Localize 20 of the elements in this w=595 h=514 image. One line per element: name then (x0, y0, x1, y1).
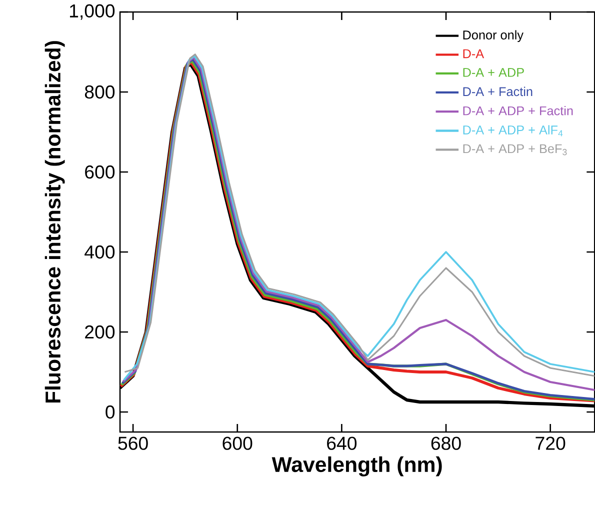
legend-label: Donor only (463, 30, 524, 42)
legend-label: D-A + ADP + Factin (463, 106, 573, 116)
y-tick-label: 0 (106, 405, 115, 419)
x-tick-label: 600 (222, 436, 252, 450)
y-tick-label: 800 (84, 85, 115, 99)
legend-label: D-A (463, 49, 484, 58)
legend-label: D-A + ADP + AlF$_{4}$ (463, 125, 563, 136)
y-axis-title: Fluorescence intensity (normalized) (44, 41, 65, 403)
x-tick-label: 720 (536, 436, 566, 450)
legend-label: D-A + ADP (463, 68, 524, 77)
x-tick-label: 640 (327, 436, 357, 450)
x-tick-label: 680 (431, 436, 461, 450)
x-axis-title: Wavelength (nm) (272, 456, 442, 476)
y-tick-label: 200 (85, 325, 115, 339)
x-tick-label: 560 (118, 436, 148, 450)
legend-label: D-A + Factin (463, 86, 532, 96)
y-tick-label: 1,000 (70, 4, 115, 20)
legend-label: D-A + ADP + BeF$_{3}$ (463, 144, 567, 156)
y-tick-label: 400 (84, 245, 115, 259)
y-tick-label: 600 (85, 165, 115, 179)
